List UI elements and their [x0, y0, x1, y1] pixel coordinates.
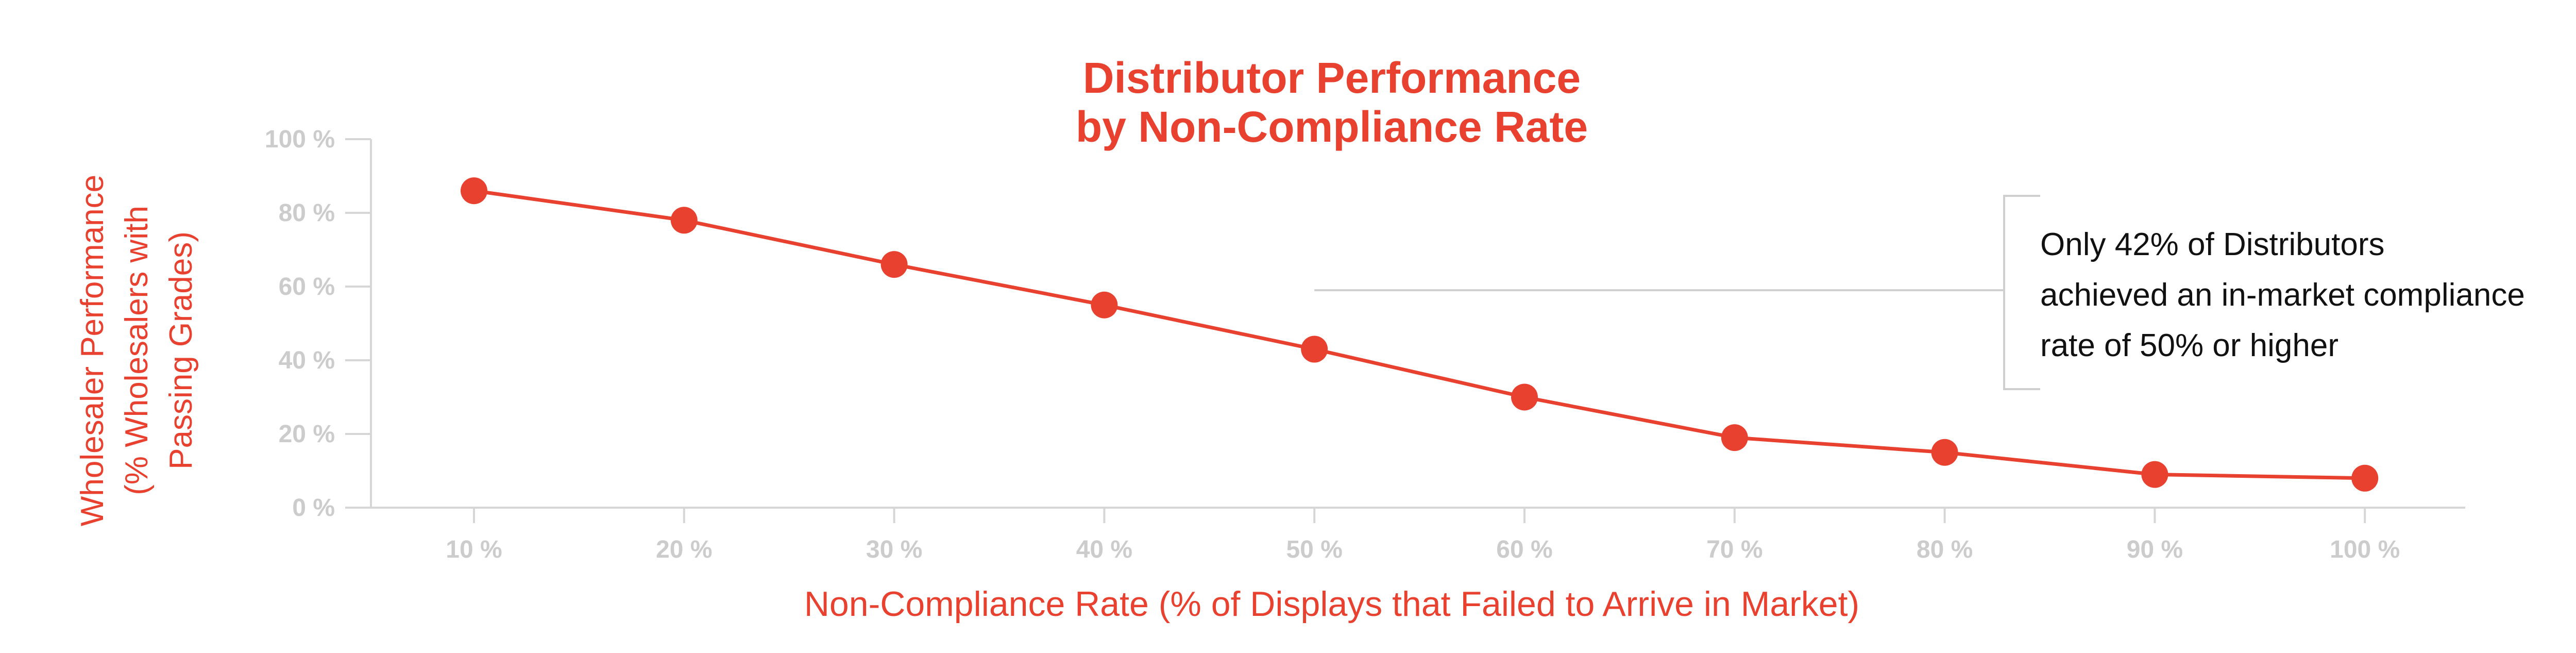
- x-tick-label: 70 %: [1706, 536, 1762, 563]
- x-tick-label: 50 %: [1286, 536, 1342, 563]
- data-point: [1511, 383, 1538, 411]
- x-axis-label: Non-Compliance Rate (% of Displays that …: [804, 584, 1859, 624]
- x-tick-label: 40 %: [1076, 536, 1132, 563]
- x-tick-label: 10 %: [446, 536, 502, 563]
- x-tick-label: 90 %: [2127, 536, 2183, 563]
- x-tick-label: 80 %: [1917, 536, 1973, 563]
- annotation: Only 42% of Distributors achieved an in-m…: [1314, 195, 2525, 390]
- chart-subtitle: by Non-Compliance Rate: [1076, 103, 1588, 151]
- x-tick-label: 20 %: [656, 536, 712, 563]
- annotation-text-line: rate of 50% or higher: [2040, 328, 2338, 363]
- y-tick-label: 100 %: [265, 126, 335, 153]
- y-tick-label: 20 %: [279, 421, 335, 448]
- data-point: [2141, 461, 2168, 488]
- y-axis-label: Wholesaler Performance (% Wholesalers wi…: [75, 175, 199, 526]
- data-point: [1091, 291, 1118, 319]
- annotation-bracket: [2003, 195, 2040, 390]
- y-tick-label: 60 %: [279, 273, 335, 300]
- series-line: [473, 189, 2365, 480]
- x-axis-ticks: 10 % 20 % 30 % 40 % 50 % 60 % 70 % 80 % 90 % 100 …: [446, 508, 2400, 563]
- data-point: [1931, 439, 1958, 466]
- chart-title: Distributor Performance: [1083, 54, 1581, 102]
- y-axis-ticks: 0 % 20 % 40 % 60 % 80 % 100 %: [265, 126, 371, 522]
- x-tick-label: 100 %: [2330, 536, 2400, 563]
- data-point: [1721, 424, 1748, 451]
- y-tick-label: 40 %: [279, 347, 335, 374]
- y-axis-label-line-3: Passing Grades): [163, 231, 199, 470]
- x-tick-label: 30 %: [866, 536, 922, 563]
- y-axis-label-line-2: (% Wholesalers with: [119, 206, 155, 495]
- data-point: [461, 177, 487, 205]
- data-point: [880, 251, 908, 278]
- annotation-text-line: Only 42% of Distributors: [2040, 227, 2384, 262]
- data-point: [2351, 464, 2379, 492]
- y-tick-label: 80 %: [279, 199, 335, 227]
- annotation-text-line: achieved an in-market compliance: [2040, 277, 2525, 313]
- data-points: [461, 177, 2379, 492]
- data-point: [1301, 336, 1328, 363]
- data-point: [670, 207, 698, 234]
- y-axis-label-line-1: Wholesaler Performance: [75, 175, 110, 526]
- y-tick-label: 0 %: [292, 494, 335, 522]
- x-tick-label: 60 %: [1496, 536, 1552, 563]
